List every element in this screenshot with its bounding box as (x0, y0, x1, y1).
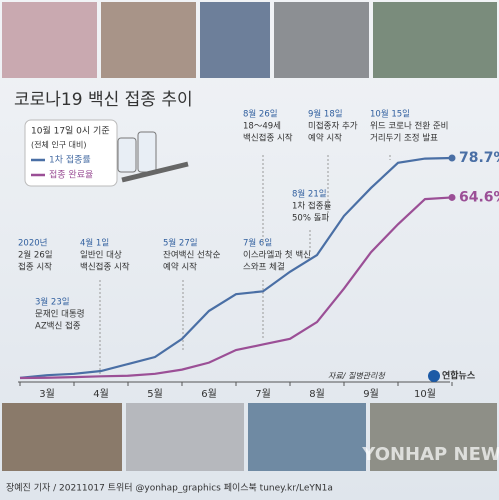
annotation: 일반인 대상 (80, 250, 122, 261)
bottom-photos (2, 403, 497, 471)
annotation: AZ백신 접종 (35, 321, 81, 332)
series-line (19, 156, 453, 379)
annotation: 스와프 체결 (243, 262, 285, 273)
annotation: 2020년 (18, 238, 47, 249)
annotation: 4월 1일 (80, 238, 109, 249)
legend-label: 접종 완료율 (49, 169, 93, 181)
legend-title: 10월 17일 0시 기준 (31, 125, 110, 137)
annotation: 18～49세 (243, 122, 281, 132)
vaccine-icon (117, 131, 189, 183)
annotation: 10월 15일 (370, 109, 410, 120)
annotation: 미접종자 추가 (308, 121, 358, 132)
annotation: 거리두기 조정 발표 (370, 133, 438, 144)
x-tick-label: 9월 (363, 388, 379, 400)
annotation: 50% 돌파 (292, 214, 329, 224)
annotation: 백신접종 시작 (243, 133, 293, 144)
annotation: 이스라엘과 첫 백신 (243, 250, 311, 261)
logo: 연합뉴스 (442, 370, 476, 382)
annotation: 9월 18일 (308, 109, 343, 120)
series-line (19, 196, 453, 380)
annotation: 3월 23일 (35, 297, 70, 308)
annotation: 잔여백신 선착순 (163, 250, 221, 261)
annotation: 8월 21일 (292, 189, 327, 200)
top-photos (2, 2, 497, 78)
x-tick-label: 6월 (201, 388, 217, 400)
annotation: 1차 접종률 (292, 201, 332, 212)
annotation: 7월 6일 (243, 238, 272, 249)
annotation: 5월 27일 (163, 238, 198, 249)
annotation: 문재인 대통령 (35, 309, 85, 320)
annotation: 예약 시작 (308, 133, 342, 144)
annotation: 접종 시작 (18, 262, 52, 273)
x-tick-label: 8월 (309, 388, 325, 400)
annotation: 예약 시작 (163, 262, 197, 273)
legend-subtitle: (전체 인구 대비) (31, 140, 87, 150)
source: 자료/ 질병관리청 (328, 372, 386, 381)
logo-icon (428, 370, 440, 382)
value-label: 78.7% (459, 150, 499, 166)
annotation: 8월 26일 (243, 109, 278, 120)
footer: 장예진 기자 / 20211017 트위터 @yonhap_graphics 페… (6, 483, 333, 494)
annotation: 위드 코로나 전환 준비 (370, 121, 449, 132)
chart-title: 코로나19 백신 접종 추이 (14, 90, 193, 110)
x-tick-label: 4월 (93, 388, 109, 400)
annotation: 백신접종 시작 (80, 262, 130, 273)
legend-label: 1차 접종률 (49, 154, 91, 166)
value-label: 64.6% (459, 189, 499, 205)
end-point (448, 154, 456, 162)
watermark: YONHAP NEWS (361, 444, 499, 465)
x-tick-label: 5월 (147, 388, 163, 400)
legend-box (24, 119, 118, 187)
x-tick-label: 7월 (255, 388, 271, 400)
x-tick-label: 10월 (414, 388, 436, 400)
annotation: 2월 26일 (18, 250, 53, 261)
x-tick-label: 3월 (39, 388, 55, 400)
end-point (448, 193, 456, 201)
